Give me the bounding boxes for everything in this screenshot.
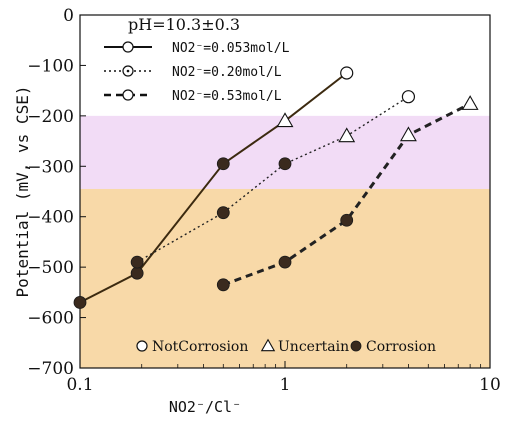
data-point-s1-4 (401, 90, 416, 104)
region-band-1 (80, 188, 490, 368)
data-point-s2-4 (461, 95, 479, 110)
x-tick-label-1: 1 (280, 375, 291, 395)
marker-legend-label-1: Uncertain (278, 339, 349, 355)
x-axis-label: NO2⁻/Cl⁻ (169, 398, 241, 416)
data-point-s1-2 (278, 157, 292, 171)
marker-legend-label-2: Corrosion (366, 339, 436, 355)
data-point-s2-2 (340, 213, 354, 227)
legend-marker-0 (122, 41, 134, 53)
marker-legend-symbol-0 (136, 340, 148, 352)
y-axis-label: Potential (mV, vs CSE) (13, 86, 32, 298)
marker-legend-label-0: NotCorrosion (152, 339, 248, 355)
data-point-s0-4 (340, 66, 354, 80)
data-point-s2-1 (278, 255, 292, 269)
data-point-s2-0 (216, 278, 230, 292)
data-point-s1-3 (338, 127, 356, 143)
series-line-2 (222, 102, 471, 287)
y-tick-label-1: −100 (27, 56, 74, 76)
ph-annotation: pH=10.3±0.3 (128, 15, 240, 34)
marker-legend-symbol-2 (350, 340, 362, 352)
y-tick-label-5: −500 (27, 258, 74, 278)
data-point-s1-1 (216, 206, 230, 220)
y-tick-label-0: 0 (63, 6, 74, 26)
data-point-s0-0 (73, 296, 87, 309)
legend-label-1: NO2⁻=0.20mol/L (172, 65, 282, 80)
y-tick-label-4: −400 (27, 208, 74, 228)
y-tick-label-2: −200 (27, 107, 74, 127)
y-tick-label-7: −700 (27, 359, 74, 379)
x-tick-label-2: 10 (479, 375, 501, 395)
legend-marker-2 (122, 89, 134, 101)
data-point-s0-3 (276, 112, 294, 128)
series-line-1 (136, 96, 409, 263)
marker-legend-symbol-1 (260, 338, 276, 352)
legend-marker-dot-1 (126, 69, 130, 73)
data-point-s1-0 (130, 255, 144, 269)
data-point-s0-1 (130, 266, 144, 280)
y-tick-label-6: −600 (27, 309, 74, 329)
data-point-s0-2 (216, 157, 230, 171)
data-point-s2-3 (399, 126, 417, 142)
legend-label-2: NO2⁻=0.53mol/L (172, 89, 282, 104)
y-tick-label-3: −300 (27, 157, 74, 177)
region-band-0 (80, 115, 490, 189)
x-tick-label-0: 0.1 (66, 375, 93, 395)
legend-label-0: NO2⁻=0.053mol/L (172, 41, 290, 56)
